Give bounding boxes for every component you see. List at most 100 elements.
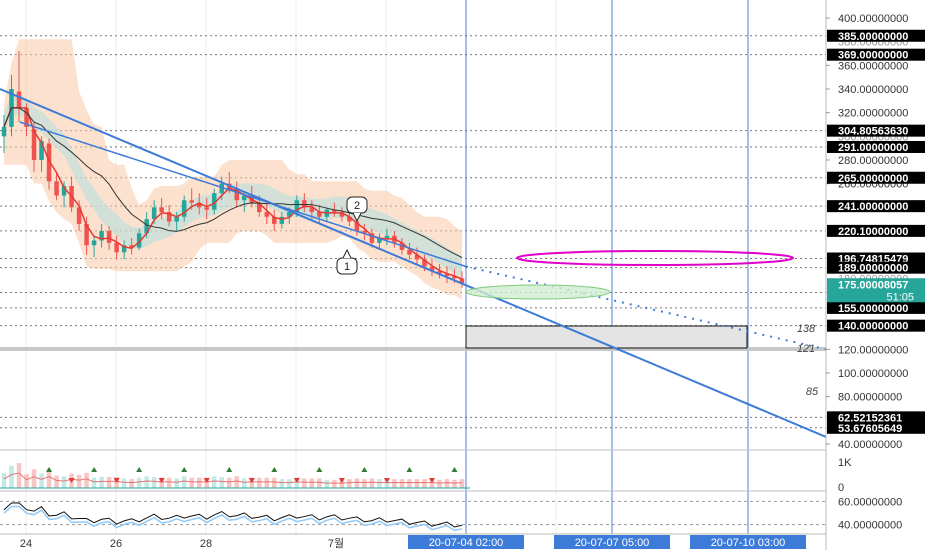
volume-bar <box>181 476 187 488</box>
time-badge-bg <box>690 535 806 549</box>
signal-marker <box>406 467 413 472</box>
projection-box[interactable] <box>465 325 748 349</box>
signal-marker <box>361 467 368 472</box>
level-annotation: 138 <box>797 323 816 335</box>
candle-body <box>444 273 450 276</box>
volume-ma <box>3 472 463 484</box>
price-level-badge[interactable]: 189.00000000 <box>827 261 925 275</box>
candle-body <box>151 207 157 220</box>
time-badge[interactable]: 20-07-10 03:00 <box>690 535 806 549</box>
candle-body <box>39 141 44 160</box>
wave-label-pointer <box>342 248 352 259</box>
price-level-badge-text: 241.00000000 <box>838 201 908 213</box>
upper-trendline-projection <box>465 265 826 351</box>
candle-body <box>114 242 119 253</box>
price-axis-ticks: 400.00000000 360.00000000 340.00000000 320.… <box>826 13 908 451</box>
time-badge[interactable]: 20-07-04 02:00 <box>408 535 524 549</box>
candle-body <box>99 231 104 241</box>
time-badge[interactable]: 20-07-07 05:00 <box>554 535 670 549</box>
time-badge-text: 20-07-10 03:00 <box>711 537 786 549</box>
candle-body <box>84 223 89 246</box>
candle-body <box>189 200 194 203</box>
price-level-badge-bg <box>827 261 925 274</box>
candle-body <box>174 216 179 222</box>
candle-body <box>181 200 187 217</box>
price-level-badge[interactable]: 53.67605649 <box>827 421 925 435</box>
volume-bar <box>234 476 240 488</box>
volume-bar <box>16 463 22 488</box>
moving-averages <box>3 107 463 280</box>
price-level-badge[interactable]: 62.52152361 <box>827 411 925 424</box>
signal-marker <box>293 478 300 483</box>
volume-bar <box>99 477 104 488</box>
volume-bar <box>9 465 14 488</box>
volume-bar <box>332 479 337 488</box>
volume-bar <box>144 476 149 488</box>
price-level-badge-bg <box>827 200 925 213</box>
price-level-badge[interactable]: 265.00000000 <box>827 171 925 185</box>
price-level-badge[interactable]: 155.00000000 <box>827 301 925 315</box>
price-level-badge[interactable]: 220.10000000 <box>827 224 925 238</box>
price-level-badge[interactable]: 385.00000000 <box>827 29 925 43</box>
volume-bar <box>347 479 352 488</box>
volume-bar <box>377 479 382 488</box>
price-level-badge-bg <box>827 252 925 265</box>
signal-marker <box>158 478 165 483</box>
price-level-badge-bg <box>827 124 925 137</box>
wave-labels: 12 <box>336 196 368 275</box>
wave-label-2: 2 <box>346 196 368 223</box>
level-annotation: 85 <box>806 386 819 398</box>
price-level-badge-text: 53.67605649 <box>838 423 902 435</box>
price-level-badge[interactable]: 291.00000000 <box>827 140 925 154</box>
candle-body <box>437 271 442 274</box>
candle-body <box>1 126 7 137</box>
price-level-badge-text: 265.00000000 <box>838 173 908 185</box>
price-tick-label: 40.00000000 <box>838 439 902 451</box>
candle-body <box>384 235 390 239</box>
volume-bar <box>76 474 82 488</box>
volume-pane <box>0 463 470 489</box>
volume-bar <box>129 479 134 488</box>
signal-marker <box>203 478 210 483</box>
candle-body <box>332 209 337 213</box>
price-level-badge-bg <box>827 411 925 424</box>
candle-body <box>106 231 112 243</box>
target-ellipse-green[interactable] <box>465 284 611 300</box>
price-tick-label: 340.00000000 <box>838 84 908 96</box>
price-level-badge-bg <box>827 171 925 184</box>
candle-body <box>136 233 142 248</box>
candle-countdown-text: 51:05 <box>886 291 914 303</box>
volume-bar <box>31 469 37 488</box>
volume-bar <box>196 477 202 488</box>
price-tick-label: 100.00000000 <box>838 368 908 380</box>
volume-bar <box>24 474 29 488</box>
signal-marker <box>46 467 53 472</box>
price-level-badges[interactable]: 385.00000000 369.00000000 304.80563630 291.… <box>827 29 925 435</box>
price-level-badge[interactable]: 369.00000000 <box>827 48 925 62</box>
target-ellipse-magenta[interactable] <box>516 250 794 266</box>
signal-marker <box>226 467 233 472</box>
price-level-badge-bg <box>827 319 925 332</box>
price-level-badge-bg <box>827 301 925 314</box>
volume-bar <box>444 479 450 488</box>
signal-marker <box>136 467 143 472</box>
ma-slow <box>3 107 463 258</box>
support-band <box>0 347 826 351</box>
time-tick-label: 24 <box>20 538 32 550</box>
trendlines[interactable] <box>0 88 826 438</box>
price-level-badge[interactable]: 304.80563630 <box>827 124 925 138</box>
time-tick-label: 7월 <box>328 537 344 550</box>
candle-body <box>279 216 285 224</box>
time-badges[interactable]: 20-07-04 02:00 20-07-07 05:00 20-07-10 03:… <box>408 535 806 549</box>
candle-body <box>144 219 149 234</box>
price-level-badge[interactable]: 140.00000000 <box>827 319 925 333</box>
price-level-badge[interactable]: 241.00000000 <box>827 200 925 213</box>
signal-marker <box>91 467 98 472</box>
price-axis[interactable] <box>826 0 932 550</box>
candle-body <box>459 278 465 284</box>
candle-body <box>31 129 37 160</box>
volume-bar <box>287 479 292 488</box>
